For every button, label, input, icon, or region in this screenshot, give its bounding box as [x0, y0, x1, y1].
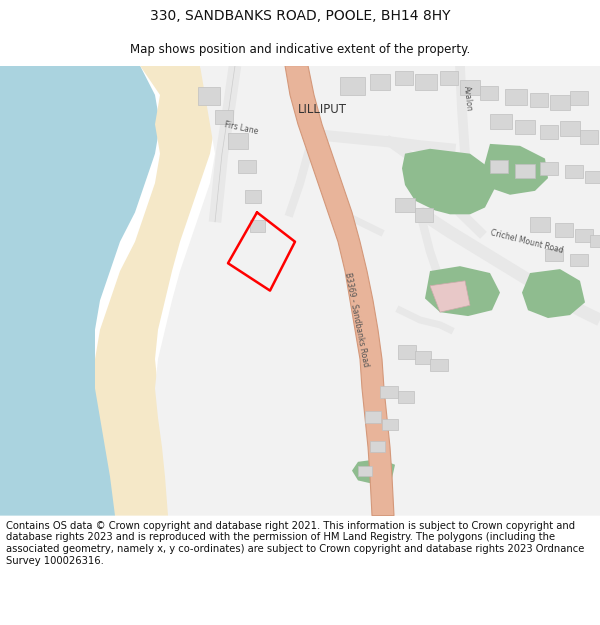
Polygon shape	[585, 171, 600, 183]
Polygon shape	[215, 109, 233, 124]
Polygon shape	[155, 66, 600, 516]
Polygon shape	[352, 459, 395, 484]
Polygon shape	[395, 71, 413, 85]
Polygon shape	[580, 130, 598, 144]
Polygon shape	[460, 80, 480, 95]
Polygon shape	[440, 71, 458, 85]
Polygon shape	[398, 391, 414, 403]
Polygon shape	[490, 159, 508, 173]
Text: Crichel Mount Road: Crichel Mount Road	[490, 229, 565, 256]
Polygon shape	[570, 254, 588, 266]
Polygon shape	[540, 162, 558, 175]
Text: Avalon: Avalon	[462, 85, 473, 112]
Text: Firs Lane: Firs Lane	[224, 120, 259, 136]
Polygon shape	[505, 89, 527, 105]
Polygon shape	[545, 249, 563, 261]
Polygon shape	[370, 441, 385, 452]
Polygon shape	[530, 217, 550, 232]
Polygon shape	[415, 351, 431, 364]
Polygon shape	[198, 87, 220, 105]
Polygon shape	[95, 66, 215, 516]
Polygon shape	[550, 95, 570, 109]
Polygon shape	[575, 229, 593, 242]
Polygon shape	[540, 125, 558, 139]
Polygon shape	[415, 74, 437, 90]
Text: B3369 - Sandbanks Road: B3369 - Sandbanks Road	[343, 272, 371, 368]
Polygon shape	[555, 223, 573, 237]
Polygon shape	[490, 114, 512, 129]
Polygon shape	[402, 149, 495, 214]
Polygon shape	[565, 166, 583, 178]
Polygon shape	[530, 93, 548, 107]
Text: 330, SANDBANKS ROAD, POOLE, BH14 8HY: 330, SANDBANKS ROAD, POOLE, BH14 8HY	[150, 9, 450, 23]
Text: Contains OS data © Crown copyright and database right 2021. This information is : Contains OS data © Crown copyright and d…	[6, 521, 584, 566]
Text: Map shows position and indicative extent of the property.: Map shows position and indicative extent…	[130, 42, 470, 56]
Polygon shape	[370, 74, 390, 90]
Polygon shape	[430, 281, 470, 312]
Polygon shape	[395, 198, 415, 212]
Polygon shape	[250, 220, 265, 232]
Polygon shape	[358, 466, 372, 476]
Polygon shape	[480, 86, 498, 100]
Polygon shape	[515, 164, 535, 178]
Text: LILLIPUT: LILLIPUT	[298, 103, 347, 116]
Polygon shape	[570, 91, 588, 105]
Polygon shape	[365, 411, 381, 422]
Polygon shape	[228, 133, 248, 149]
Polygon shape	[285, 66, 394, 516]
Polygon shape	[340, 78, 365, 95]
Polygon shape	[515, 121, 535, 134]
Polygon shape	[482, 144, 548, 195]
Polygon shape	[560, 121, 580, 136]
Polygon shape	[425, 266, 500, 316]
Polygon shape	[430, 359, 448, 371]
Polygon shape	[0, 66, 160, 516]
Polygon shape	[415, 209, 433, 222]
Polygon shape	[245, 190, 261, 202]
Polygon shape	[522, 269, 585, 318]
Polygon shape	[382, 419, 398, 429]
Polygon shape	[590, 235, 600, 247]
Polygon shape	[398, 346, 416, 359]
Polygon shape	[380, 386, 398, 398]
Polygon shape	[238, 159, 256, 173]
